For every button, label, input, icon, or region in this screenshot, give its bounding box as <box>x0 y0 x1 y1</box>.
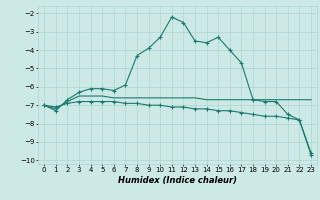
X-axis label: Humidex (Indice chaleur): Humidex (Indice chaleur) <box>118 176 237 185</box>
